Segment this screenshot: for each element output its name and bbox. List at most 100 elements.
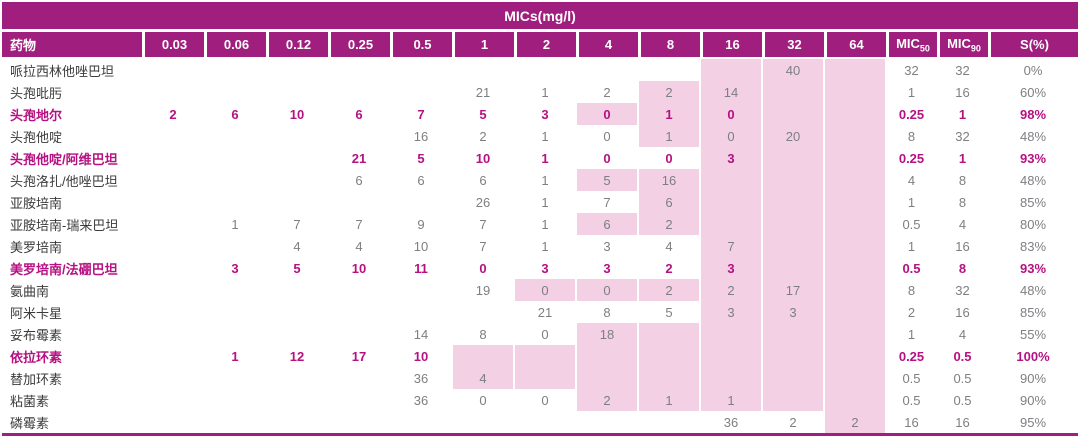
isolate-count-cell [328,279,390,301]
isolate-count-cell [824,81,886,103]
mic50-value: 1 [907,194,916,210]
isolate-count-cell: 0 [603,150,611,166]
isolate-count-cell [390,81,452,103]
isolate-count-cell: 2 [638,81,700,103]
isolate-count-cell: 1 [541,216,549,232]
table-row: 亚胺培南 26 1 7 6 1 8 85% [2,191,1078,213]
isolate-count-cell: 7 [603,194,611,210]
mic50-value: 2 [907,304,916,320]
isolate-count-cell [576,411,638,433]
isolate-count-cell: 16 [638,169,700,191]
isolate-count-cell [824,103,886,125]
s-percent-value: 60% [1019,84,1047,100]
mic90-value: 1 [958,106,967,122]
isolate-count-cell: 36 [413,370,429,386]
table-row: 美罗培南 4 4 10 7 1 3 4 7 1 16 83% [2,235,1078,257]
isolate-count-cell: 2 [700,279,762,301]
mic50-value: 0.25 [898,150,925,166]
isolate-count-cell [824,213,886,235]
col-header-conc-11: 64 [824,32,886,59]
mic90-label: MIC [947,35,971,51]
mic50-value: 0.5 [902,260,921,276]
drug-name: 替加环素 [10,371,63,387]
s-percent-value: 98% [1019,106,1047,122]
isolate-count-cell: 3 [541,260,549,276]
isolate-count-cell: 6 [355,172,363,188]
isolate-count-cell: 3 [700,257,762,279]
isolate-count-cell: 1 [231,216,239,232]
s-percent-value: 85% [1019,194,1047,210]
isolate-count-cell [576,345,638,367]
isolate-count-cell: 1 [231,348,239,364]
s-percent-value: 90% [1019,392,1047,408]
isolate-count-cell [824,235,886,257]
isolate-count-cell [328,323,390,345]
isolate-count-cell [266,81,328,103]
isolate-count-cell: 6 [231,106,239,122]
isolate-count-cell: 2 [638,279,700,301]
isolate-count-cell [700,213,762,235]
isolate-count-cell [452,59,514,81]
isolate-count-cell: 36 [413,392,429,408]
isolate-count-cell: 3 [603,260,611,276]
isolate-count-cell: 0 [541,326,549,342]
mic90-subscript: 90 [970,43,981,54]
isolate-count-cell [266,279,328,301]
isolate-count-cell: 2 [665,260,673,276]
isolate-count-cell: 6 [479,172,487,188]
table-row: 头孢洛扎/他唑巴坦 6 6 6 1 5 16 4 8 48% [2,169,1078,191]
isolate-count-cell: 1 [541,194,549,210]
isolate-count-cell: 7 [355,216,363,232]
drug-name: 亚胺培南 [10,195,63,211]
isolate-count-cell [204,191,266,213]
isolate-count-cell [204,59,266,81]
isolate-count-cell: 21 [475,84,491,100]
mic90-value: 16 [955,84,970,100]
isolate-count-cell: 3 [700,301,762,323]
mic50-value: 0.5 [902,370,921,386]
isolate-count-cell [824,323,886,345]
table-row: 磷霉素 36 2 2 16 16 95% [2,411,1078,433]
isolate-count-cell: 7 [479,216,487,232]
isolate-count-cell [204,301,266,323]
mic90-value: 32 [955,62,970,78]
isolate-count-cell: 3 [700,147,762,169]
col-header-mic90: MIC90 [937,32,988,59]
isolate-count-cell: 0 [603,128,611,144]
isolate-count-cell [762,169,824,191]
isolate-count-cell [328,367,390,389]
isolate-count-cell [824,125,886,147]
isolate-count-cell [390,411,452,433]
isolate-count-cell: 0 [700,103,762,125]
isolate-count-cell: 3 [603,238,611,254]
isolate-count-cell: 2 [789,414,797,430]
mic90-value: 8 [958,172,967,188]
isolate-count-cell: 11 [414,260,428,276]
isolate-count-cell: 14 [413,326,429,342]
isolate-count-cell: 5 [293,260,301,276]
mic90-value: 32 [955,282,970,298]
drug-name: 磷霉素 [10,415,50,431]
isolate-count-cell [204,125,266,147]
isolate-count-cell: 4 [452,367,514,389]
drug-name: 头孢地尔 [10,107,63,123]
isolate-count-cell [638,367,700,389]
table-row: 妥布霉素 14 8 0 18 1 4 55% [2,323,1078,345]
isolate-count-cell [204,323,266,345]
isolate-count-cell: 14 [700,81,762,103]
isolate-count-cell: 2 [576,389,638,411]
col-header-conc-9: 16 [700,32,762,59]
mic50-value: 0.5 [902,392,921,408]
mic50-value: 1 [907,326,916,342]
isolate-count-cell: 2 [638,213,700,235]
s-percent-value: 93% [1019,150,1047,166]
mic50-value: 4 [907,172,916,188]
drug-name: 亚胺培南-瑞来巴坦 [10,217,119,233]
isolate-count-cell [142,345,204,367]
isolate-count-cell [576,59,638,81]
isolate-count-cell: 10 [351,260,367,276]
isolate-count-cell [700,191,762,213]
table-body: 哌拉西林他唑巴坦 40 32 32 0% 头孢吡肟 21 1 2 2 14 1 16 60% 头孢地尔 2 6 1… [2,59,1078,433]
isolate-count-cell [142,411,204,433]
isolate-count-cell [204,169,266,191]
